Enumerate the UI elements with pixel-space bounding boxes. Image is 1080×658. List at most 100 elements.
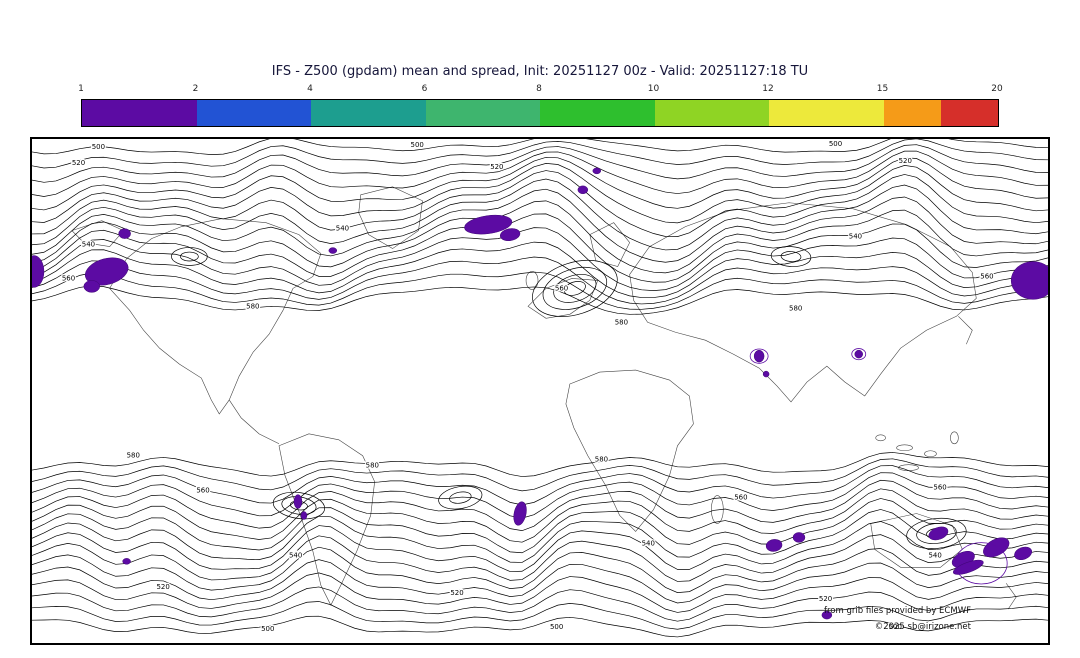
colorbar-segment (654, 100, 769, 126)
contour-line (32, 465, 1048, 506)
contour-line (32, 213, 1048, 283)
contour-line (32, 458, 1048, 492)
coastline (589, 222, 630, 267)
contour-line (32, 601, 1048, 630)
contour-line (542, 266, 608, 310)
contour-line (553, 274, 597, 303)
contour-label: 540 (336, 225, 349, 233)
coastline (71, 220, 125, 247)
contour-label: 580 (366, 462, 379, 470)
coastline (109, 218, 322, 415)
coastline (565, 369, 694, 532)
colorbar-segment (769, 100, 884, 126)
coastline (278, 433, 375, 606)
contour-line (32, 472, 1048, 519)
contour-line (438, 485, 483, 510)
contour-line (32, 256, 1048, 305)
spread-shading-patch (122, 558, 131, 565)
contour-label: 560 (62, 274, 75, 282)
spread-shading-patch (592, 167, 602, 175)
colorbar-segment (883, 100, 941, 126)
contour-line (32, 156, 1048, 211)
contour-label: 520 (72, 159, 85, 167)
spread-shading-patch (753, 349, 765, 363)
contour-label: 580 (615, 318, 628, 326)
spread-shading-patch (765, 539, 783, 552)
contour-label: 520 (157, 583, 170, 591)
coastline (875, 434, 886, 442)
coastline (629, 202, 977, 403)
coastline (228, 399, 280, 445)
contour-line (916, 522, 957, 544)
map-svg: 500 500 500 520 520 520 540 540 540 560 560 560 580 5… (32, 139, 1048, 638)
contour-label: 500 (550, 623, 563, 631)
contour-label: 520 (490, 163, 503, 171)
spread-shading-patch (854, 349, 863, 359)
colorbar-tick-label: 8 (536, 84, 542, 94)
spread-shading-patch (577, 185, 589, 195)
contour-line (32, 139, 1048, 169)
colorbar-tick-label: 20 (991, 84, 1003, 94)
spread-shading-patch (118, 228, 131, 239)
contour-line (32, 498, 1048, 554)
spread-shading-patch (300, 511, 308, 520)
contour-label: 500 (829, 140, 842, 148)
contour-label: 540 (289, 551, 302, 559)
spread-shading-patch (32, 255, 45, 288)
coastline (924, 450, 937, 458)
spread-shading-patch (85, 257, 129, 286)
contour-label: 580 (595, 456, 608, 464)
contour-line (32, 200, 1048, 274)
spread-shading-patch (983, 537, 1010, 558)
contour-line (780, 251, 802, 262)
contour-line (32, 150, 1048, 197)
spread-contour-ring (954, 542, 1008, 585)
colorbar-tick-label: 6 (421, 84, 428, 94)
contour-line (32, 139, 1048, 155)
colorbar-segment (82, 100, 197, 126)
contour-line (180, 251, 199, 262)
spread-shading-patch (1014, 546, 1033, 561)
contour-label: 540 (642, 539, 655, 547)
colorbar-segment (540, 100, 655, 126)
colorbar-segment (311, 100, 426, 126)
spread-contour-ring (749, 348, 769, 364)
contour-line (770, 246, 812, 267)
contour-label: 500 (889, 623, 902, 631)
spread-shading-patch (500, 228, 521, 242)
spread-shading-patch (928, 526, 949, 541)
contour-line (32, 521, 1048, 572)
contour-line (32, 170, 1048, 237)
spread-shading-patch (952, 559, 984, 575)
contour-line (32, 188, 1048, 263)
spread-shading-patch (83, 280, 100, 293)
contour-line (32, 546, 1048, 593)
contour-label: 520 (450, 589, 463, 597)
contour-line (32, 509, 1048, 563)
contour-label: 560 (980, 272, 993, 280)
spread-shading-patch (293, 494, 303, 509)
contour-label: 580 (127, 452, 140, 460)
coastline (958, 316, 973, 345)
coastline (525, 271, 539, 290)
contour-line (171, 247, 208, 266)
colorbar-tick-label: 2 (192, 84, 199, 94)
colorbar-tick-label: 12 (762, 84, 774, 94)
contour-line (906, 517, 967, 549)
contour-line (32, 285, 1048, 315)
spread-shading-patch (513, 501, 527, 526)
coastline (896, 444, 913, 452)
spread-contour-ring (851, 348, 867, 361)
spread-shading-patch (464, 214, 513, 235)
contour-label: 540 (82, 241, 95, 249)
contour-line (32, 479, 1048, 532)
contour-label: 520 (899, 157, 912, 165)
colorbar-ticks: 1 2 4 6 8 10 12 15 20 (78, 84, 1003, 96)
contour-line (563, 281, 586, 296)
contour-label: 560 (933, 484, 946, 492)
contour-line (32, 572, 1048, 613)
contour-label: 500 (261, 625, 274, 633)
contour-line (32, 227, 1048, 291)
contour-line (32, 586, 1048, 622)
